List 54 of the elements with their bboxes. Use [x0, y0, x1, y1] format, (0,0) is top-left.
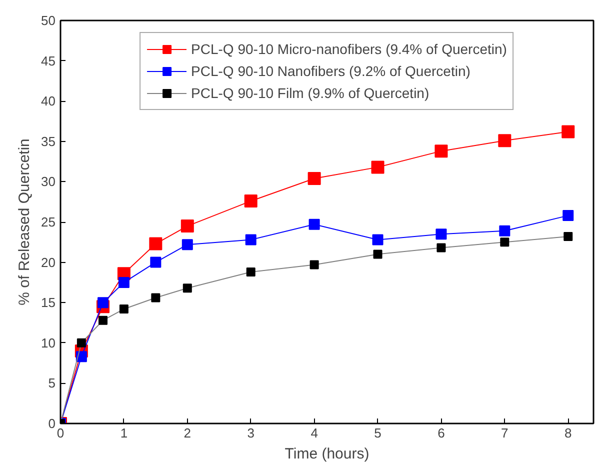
point: [182, 284, 192, 293]
y-tick-label: 20: [41, 254, 56, 270]
y-tick-label: 45: [41, 53, 56, 68]
y-axis-title: % of Released Quercetin: [16, 138, 34, 306]
y-tick-label: 25: [41, 214, 56, 230]
legend-label: PCL-Q 90-10 Nanofibers (9.2% of Quercetin): [191, 63, 470, 79]
point: [373, 250, 382, 259]
x-tick-label: 5: [374, 426, 382, 440]
point: [245, 234, 256, 246]
point: [244, 194, 258, 208]
point: [499, 225, 510, 236]
point: [308, 172, 321, 185]
legend-label: PCL-Q 90-10 Micro-nanofibers (9.4% of Quercetin): [191, 41, 507, 57]
point: [498, 134, 512, 148]
point: [149, 237, 162, 250]
y-tick-label: 10: [41, 335, 56, 350]
point: [500, 238, 510, 247]
point: [436, 243, 446, 252]
point: [119, 304, 128, 314]
y-tick-label: 35: [41, 134, 56, 149]
x-tick-label: 7: [501, 426, 508, 440]
point: [246, 267, 256, 276]
x-tick-label: 4: [310, 426, 318, 440]
y-tick-label: 5: [48, 376, 56, 391]
point: [98, 297, 109, 308]
point: [372, 234, 384, 246]
point: [180, 220, 194, 233]
point: [562, 125, 575, 138]
point: [150, 256, 162, 268]
point: [76, 351, 87, 362]
point: [371, 160, 384, 174]
point: [310, 260, 319, 270]
x-tick-label: 3: [247, 426, 254, 440]
point: [434, 144, 448, 158]
point: [182, 239, 193, 250]
x-tick-label: 6: [438, 426, 445, 440]
point: [436, 228, 447, 240]
y-tick-label: 40: [41, 94, 56, 109]
point: [308, 218, 320, 230]
x-axis-title: Time (hours): [284, 446, 370, 462]
point: [76, 338, 86, 348]
point: [98, 316, 108, 325]
legend-label: PCL-Q 90-10 Film (9.9% of Quercetin): [191, 85, 430, 101]
point: [118, 276, 130, 288]
x-tick-label: 8: [564, 426, 572, 440]
y-tick-label: 15: [41, 295, 56, 310]
point: [151, 293, 160, 302]
y-tick-label: 50: [41, 13, 56, 28]
y-tick-label: 30: [41, 174, 56, 190]
point: [562, 210, 574, 222]
x-tick-label: 2: [184, 426, 192, 440]
x-tick-label: 1: [120, 426, 128, 440]
y-tick-label: 0: [48, 416, 56, 431]
point: [564, 232, 573, 242]
